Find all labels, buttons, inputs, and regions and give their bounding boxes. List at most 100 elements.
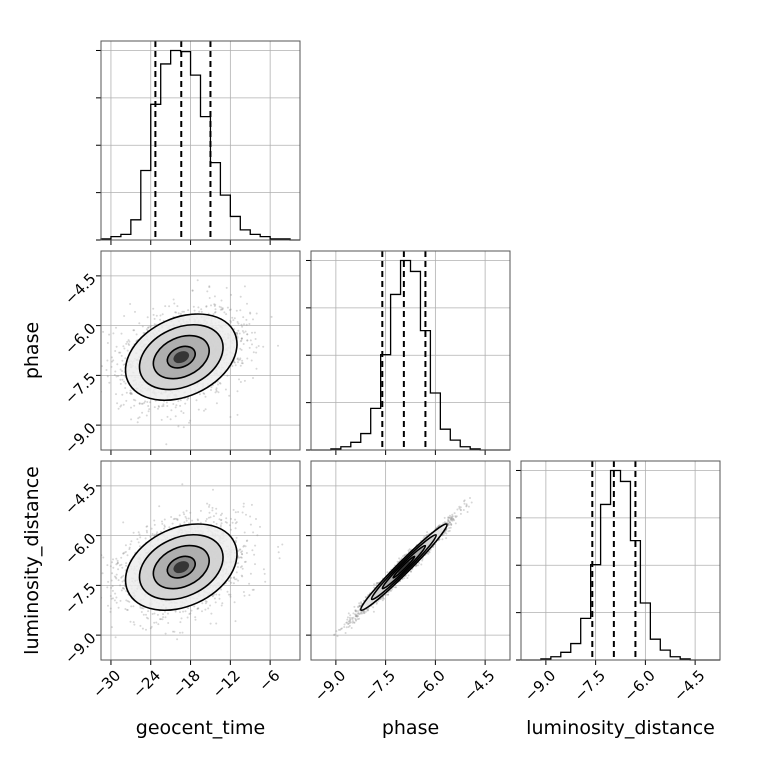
sample-point xyxy=(109,595,112,597)
sample-point xyxy=(245,323,248,326)
sample-point xyxy=(203,392,206,395)
sample-point xyxy=(119,378,122,381)
sample-point xyxy=(214,308,217,311)
sample-point xyxy=(114,576,117,579)
sample-point xyxy=(235,578,238,581)
sample-point xyxy=(239,347,242,350)
sample-point xyxy=(176,519,179,522)
sample-point xyxy=(159,530,162,533)
sample-point xyxy=(239,364,242,367)
sample-point xyxy=(217,391,220,394)
sample-point xyxy=(262,568,265,571)
sample-point xyxy=(241,325,244,328)
sample-point xyxy=(253,553,256,556)
panel-frame xyxy=(100,40,301,241)
sample-point xyxy=(196,607,199,610)
sample-point xyxy=(174,311,177,314)
sample-point xyxy=(146,401,149,403)
sample-point xyxy=(226,306,229,309)
sample-point xyxy=(184,515,187,518)
sample-point xyxy=(221,512,223,515)
sample-point xyxy=(166,405,169,407)
sample-point xyxy=(121,370,123,372)
sample-point xyxy=(153,317,156,320)
sample-point xyxy=(181,310,184,313)
sample-point xyxy=(249,515,252,518)
sample-point xyxy=(111,561,114,564)
sample-point xyxy=(108,381,111,384)
sample-point xyxy=(251,549,254,552)
sample-point xyxy=(152,307,155,310)
sample-point xyxy=(240,556,243,559)
sample-point xyxy=(226,590,229,593)
sample-point xyxy=(241,575,244,578)
sample-point xyxy=(237,511,240,513)
sample-point xyxy=(133,623,136,626)
sample-point xyxy=(180,617,183,620)
sample-point xyxy=(142,613,145,616)
sample-point xyxy=(254,563,256,566)
sample-point xyxy=(214,601,217,604)
sample-point xyxy=(129,303,132,305)
sample-point xyxy=(197,306,200,309)
sample-point xyxy=(172,518,175,521)
sample-point xyxy=(178,514,181,517)
sample-point xyxy=(184,402,187,405)
sample-point xyxy=(239,566,242,569)
sample-point xyxy=(140,402,143,405)
sample-point xyxy=(241,337,243,340)
sample-point xyxy=(210,389,212,391)
sample-point xyxy=(174,415,177,418)
sample-point xyxy=(144,537,147,540)
sample-point xyxy=(158,405,160,408)
sample-point xyxy=(121,587,124,590)
sample-point xyxy=(137,541,140,544)
sample-point xyxy=(129,392,132,395)
sample-point xyxy=(204,408,207,411)
sample-point xyxy=(142,607,145,610)
sample-point xyxy=(126,554,129,557)
sample-point xyxy=(121,393,124,396)
sample-point xyxy=(242,331,245,334)
sample-point xyxy=(224,521,227,523)
sample-point xyxy=(238,378,240,381)
sample-point xyxy=(115,577,118,580)
sample-point xyxy=(159,314,162,317)
sample-point xyxy=(221,308,224,311)
sample-point xyxy=(119,368,122,371)
sample-point xyxy=(111,585,114,588)
sample-point xyxy=(213,303,216,306)
sample-point xyxy=(129,392,132,395)
sample-point xyxy=(243,531,246,534)
sample-point xyxy=(263,572,266,575)
sample-point xyxy=(232,577,235,579)
sample-point xyxy=(122,363,125,366)
sample-point xyxy=(220,308,223,311)
sample-point xyxy=(215,593,218,596)
sample-point xyxy=(109,610,112,613)
sample-point xyxy=(129,620,132,623)
sample-point xyxy=(254,544,257,547)
sample-point xyxy=(141,325,144,328)
sample-point xyxy=(240,337,243,340)
sample-point xyxy=(145,414,148,417)
sample-point xyxy=(191,519,194,522)
sample-point xyxy=(237,329,240,332)
sample-point xyxy=(246,333,249,336)
sample-point xyxy=(179,523,182,526)
sample-point xyxy=(235,571,238,574)
sample-point xyxy=(214,391,217,394)
scatter-panel-geocent_time-vs-phase xyxy=(96,250,301,455)
histogram-step-phase xyxy=(311,259,510,451)
sample-point xyxy=(122,552,125,555)
sample-point xyxy=(262,345,265,348)
sample-point xyxy=(249,572,252,575)
sample-point xyxy=(137,417,140,420)
sample-point xyxy=(106,342,109,344)
sample-point xyxy=(231,365,234,367)
sample-point xyxy=(201,610,203,613)
sample-point xyxy=(124,387,127,389)
sample-point xyxy=(234,522,237,525)
sample-point xyxy=(182,426,185,429)
sample-point xyxy=(238,332,241,335)
